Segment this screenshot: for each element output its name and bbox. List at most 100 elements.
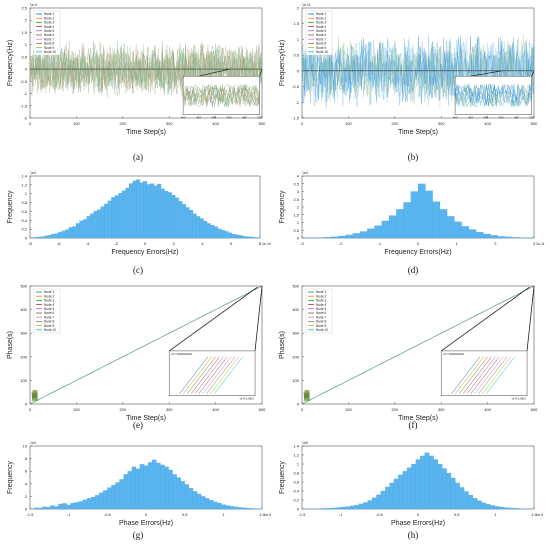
- panel-g: -1.5 -1 -0.5 0 0.5 1 1.5 10 8 6 4 2 0 Phase Errors(Hz…: [0, 438, 275, 530]
- histogram-bar: [229, 506, 234, 510]
- histogram-bar: [485, 504, 491, 510]
- histogram-bar: [192, 491, 198, 510]
- histogram-bar: [65, 229, 70, 239]
- y-tick-label: 2.5: [21, 6, 27, 11]
- x-exponent-label: 1e-9: [536, 513, 543, 517]
- y-tick-label: 500: [292, 284, 299, 289]
- legend-entry: Node 2: [316, 294, 327, 298]
- histogram-bar: [54, 233, 59, 239]
- histogram-bar: [90, 213, 94, 239]
- x-axis-label: Frequency Errors(Hz): [384, 249, 451, 256]
- histogram-bar: [66, 504, 71, 510]
- inset-series-line: [459, 356, 488, 394]
- histogram-bar: [90, 496, 96, 510]
- histogram-bar: [490, 235, 499, 239]
- caption-e: (e): [133, 420, 143, 430]
- inset-series-line: [454, 83, 532, 108]
- histogram-bar: [118, 193, 123, 239]
- y-tick-label: 0: [297, 68, 300, 73]
- histogram-bar: [40, 236, 45, 239]
- histogram-bar: [209, 500, 214, 510]
- zoom-connector: [254, 285, 263, 351]
- histogram-bar: [455, 482, 460, 510]
- inset-series-line: [183, 356, 212, 394]
- histogram-bar: [86, 216, 91, 239]
- caption-f: (f): [408, 420, 418, 430]
- legend-entry: Node 1: [44, 290, 55, 294]
- histogram-bar: [380, 490, 386, 510]
- y-exponent-label: 1e-11: [302, 3, 311, 7]
- x-tick-label: 100: [345, 121, 352, 126]
- histogram-bar: [121, 190, 126, 239]
- histogram-bar: [131, 466, 137, 510]
- inset-series-line: [206, 356, 236, 394]
- legend-entry: Node 1: [316, 12, 327, 16]
- y-tick-label: 1: [297, 462, 300, 467]
- inset-series-line: [454, 84, 532, 107]
- histogram-bar: [61, 230, 66, 239]
- histogram-bar: [504, 236, 513, 239]
- y-axis-label: Frequency: [7, 460, 14, 494]
- inset-series-line: [179, 356, 209, 394]
- legend-entry: Node 10: [316, 328, 328, 332]
- y-tick-label: 0: [297, 402, 300, 407]
- histogram-bar: [86, 498, 92, 510]
- x-tick-label: -2: [339, 241, 343, 246]
- inset-note: At t=1000000000s: [443, 352, 465, 356]
- histogram-bar: [323, 237, 332, 239]
- caption-c: (c): [133, 265, 143, 275]
- histogram-bar: [164, 190, 169, 239]
- legend-entry: Node 7: [316, 37, 327, 41]
- legend-entry: Node 7: [316, 315, 327, 319]
- y-tick-label: 2.5: [293, 197, 299, 202]
- histogram-bar: [103, 490, 108, 510]
- y-tick-label: 300: [20, 331, 27, 336]
- histogram-bar: [99, 492, 104, 510]
- series-line: [301, 285, 535, 405]
- histogram-bar: [178, 201, 183, 239]
- histogram-bar: [328, 508, 333, 510]
- histogram-bar: [139, 464, 145, 510]
- y-tick-label: -1.5: [20, 103, 28, 108]
- x-tick-label: 0: [145, 512, 148, 517]
- x-axis-label: Phase Errors(Hz): [391, 520, 445, 527]
- histogram-bar: [237, 507, 242, 510]
- histogram-bar: [143, 465, 149, 510]
- x-tick-label: -1: [67, 512, 71, 517]
- histogram-bar: [432, 201, 441, 239]
- zoom-connector: [470, 70, 502, 77]
- histogram-bar: [385, 486, 390, 510]
- legend-entry: Node 9: [316, 46, 327, 50]
- y-tick-label: 1: [25, 191, 28, 196]
- x-exponent-label: 1e-11: [536, 242, 545, 246]
- histogram-bar: [319, 508, 325, 510]
- inset-x-label: 1e-9+1.89e2: [511, 397, 526, 401]
- y-tick-label: 0: [297, 507, 300, 512]
- inset-series-line: [474, 356, 504, 394]
- legend-entry: Node 5: [316, 307, 327, 311]
- y-tick-label: 1.5: [293, 21, 299, 26]
- x-tick-label: 1: [494, 512, 497, 517]
- y-axis-label: Frequency(Hz): [7, 40, 14, 86]
- x-tick-label: 300: [166, 121, 173, 126]
- histogram-bar: [217, 502, 222, 510]
- y-tick-label: 2: [25, 494, 28, 499]
- inset-series-line: [187, 356, 216, 394]
- histogram-bar: [74, 502, 80, 510]
- histogram-bar: [336, 507, 342, 510]
- histogram-bar: [33, 237, 38, 239]
- y-exponent-label: 1e-9: [30, 3, 37, 7]
- histogram-bar: [332, 507, 338, 510]
- caption-d: (d): [407, 265, 419, 275]
- x-tick-label: 500: [259, 121, 266, 126]
- x-tick-label: -3: [300, 241, 304, 246]
- histogram-bar: [472, 498, 478, 510]
- x-tick-label: -1.5: [27, 512, 35, 517]
- inset-x-tick-label: 460: [227, 116, 232, 120]
- y-axis-label: Phase(s): [279, 331, 286, 359]
- histogram-bar: [224, 231, 229, 239]
- inset-series-line: [182, 84, 260, 108]
- histogram-bar: [481, 502, 487, 510]
- y-tick-label: 0.2: [293, 498, 299, 503]
- histogram-bar: [78, 501, 84, 510]
